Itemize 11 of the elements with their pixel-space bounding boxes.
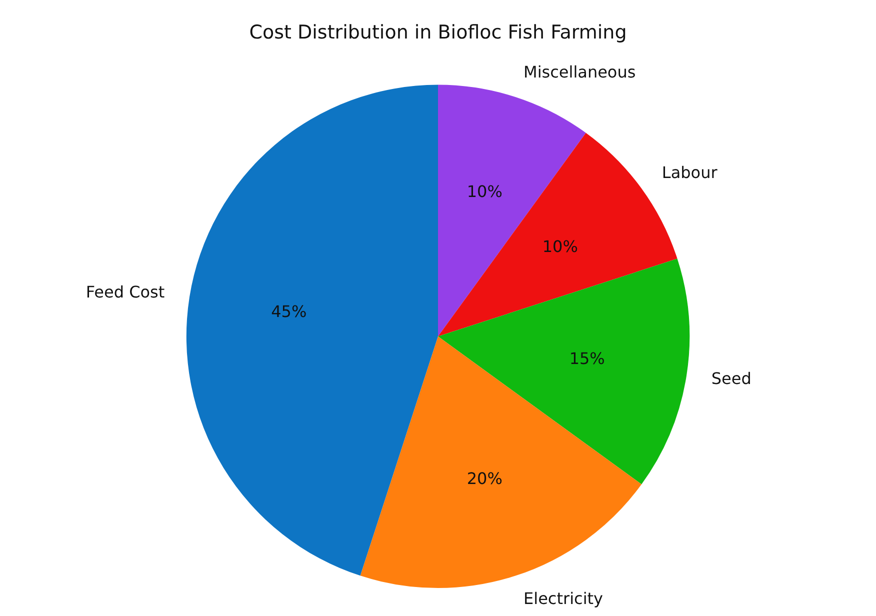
data-label: 15% xyxy=(569,349,605,368)
slice-label: Seed xyxy=(711,368,752,388)
chart-title: Cost Distribution in Biofloc Fish Farming xyxy=(249,21,627,44)
data-label: 45% xyxy=(271,302,307,321)
data-label: 10% xyxy=(542,236,578,256)
slice-label: Miscellaneous xyxy=(524,62,636,82)
data-label: 10% xyxy=(466,182,502,201)
slice-label: Feed Cost xyxy=(86,282,165,302)
slice-label: Labour xyxy=(662,162,718,182)
data-label: 20% xyxy=(466,469,502,488)
slice-label: Electricity xyxy=(524,588,604,608)
